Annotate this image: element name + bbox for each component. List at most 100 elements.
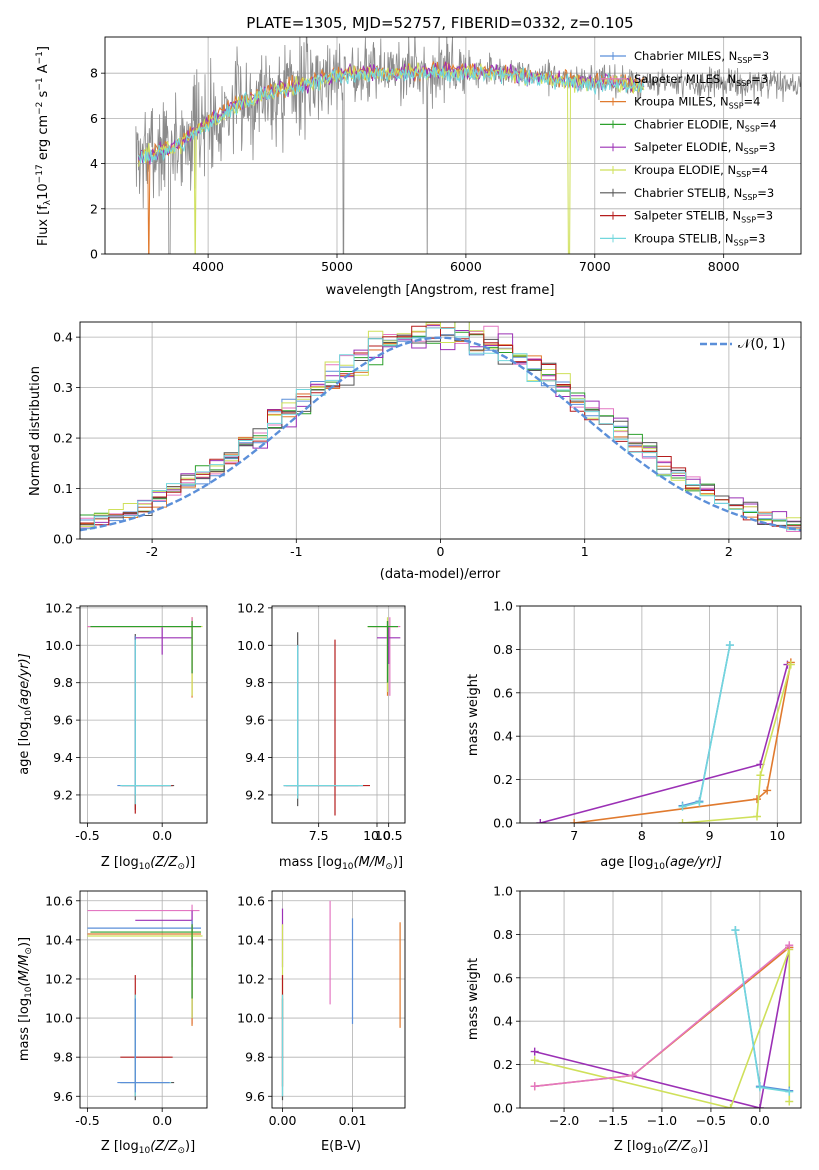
- legend-label-prefix: , N: [728, 140, 744, 154]
- legend-label-eq: =3: [751, 72, 768, 86]
- legend-label-eq: =4: [751, 163, 768, 177]
- legend-label-eq: =3: [749, 231, 766, 245]
- spectrum-y-label-b: 10: [36, 183, 51, 200]
- weight-age-kroupa-elodie-marker: [752, 812, 761, 821]
- legend-label: Salpeter STELIB, NSSP=3: [634, 209, 773, 225]
- mass-vs-ebv-x-label: E(B-V): [321, 1139, 361, 1154]
- x-tick-label: 0.0: [152, 828, 172, 843]
- x-tick-label: −0.5: [696, 1113, 726, 1128]
- y-tick-label: 10.2: [237, 600, 265, 615]
- age-vs-metallicity-y-label: age [log10(age/yr)]: [17, 653, 34, 775]
- axes-frame: [519, 890, 802, 1109]
- x-tick-label: 7000: [579, 259, 611, 274]
- mass-weight-vs-age-panel: 7 8 9 100.00.20.40.60.81.0 age [log10(age/y…: [466, 599, 802, 872]
- legend-label-prefix: , N: [718, 231, 734, 245]
- mass-weight-vs-age-x-label: age [log10(age/yr)]: [600, 855, 722, 872]
- y-tick-label: 9.4: [245, 750, 265, 765]
- mass-weight-vs-metallicity-plot-area: −2.0 −1.5 −1.0 −0.5 0.0 0.0 0.2 0.4 0.6 0.8 1.0: [493, 884, 802, 1128]
- y-tick-label: 9.6: [53, 713, 73, 728]
- y-tick-label: 0.4: [493, 1014, 513, 1029]
- y-tick-label: 0.8: [493, 642, 513, 657]
- x-tick-label: 0.0: [152, 1113, 172, 1128]
- x-tick-label: 7: [570, 828, 578, 843]
- age-vs-metallicity-x-label-c: )]: [185, 855, 195, 870]
- spectrum-y-label-sup2: −2: [35, 102, 45, 115]
- weight-z-kroupa-elodie-line: [534, 949, 791, 1108]
- axes-frame: [104, 36, 802, 255]
- y-tick-label: 2: [90, 201, 98, 216]
- plot-body: [530, 926, 794, 1108]
- spectrum-y-label-sup: −17: [35, 164, 45, 183]
- y-tick-label: 0.2: [493, 1057, 513, 1072]
- y-tick-label: 0.8: [493, 927, 513, 942]
- y-tick-label: 9.6: [245, 1089, 265, 1104]
- y-tick-label: 0.2: [53, 431, 73, 446]
- legend-label-sub: SSP: [742, 193, 757, 202]
- grid-lines: [520, 890, 801, 1109]
- legend-label-model: Salpeter ELODIE: [634, 140, 728, 154]
- y-tick-label: 10.0: [45, 638, 73, 653]
- normal-distribution-curve: [80, 336, 801, 532]
- axes-frame: [271, 605, 406, 824]
- y-tick-label: 10.4: [237, 932, 265, 947]
- spectrum-y-label-sup4: −1: [35, 51, 45, 64]
- y-tick-label: 10.2: [237, 971, 265, 986]
- age-vs-metallicity-x-label-sub: 10: [139, 862, 151, 872]
- weight-z-kroupa-stelib-marker: [755, 1083, 764, 1092]
- mass-vs-ebv-plot-area: 0.00 0.01 9.6 9.8 10.0 10.2 10.4 10.6: [237, 890, 406, 1128]
- weight-z-salpeter-elodie-marker: [755, 1104, 764, 1108]
- age-vs-metallicity-x-label-b: (Z/Z: [150, 855, 178, 870]
- residual-histogram-kroupa-stelib: [80, 327, 801, 531]
- y-tick-label: 0.6: [493, 685, 513, 700]
- weight-z-salpeter-miles-marker: [628, 1071, 637, 1080]
- y-tick-label: 9.4: [53, 750, 73, 765]
- histogram-x-label: (data-model)/error: [380, 567, 501, 582]
- age-vs-metallicity-x-label-sub2: ⊙: [177, 862, 185, 872]
- y-tick-label: 10.0: [237, 638, 265, 653]
- model-spectrum-kroupa-stelib: [138, 64, 645, 165]
- legend-label-sub: SSP: [741, 216, 756, 225]
- weight-age-kroupa-miles-marker: [752, 795, 761, 804]
- mass-weight-vs-age-x-label-a: age [log: [600, 855, 653, 870]
- histogram-legend: 𝒩(0, 1): [700, 337, 785, 352]
- mass-weight-vs-metallicity-panel: −2.0 −1.5 −1.0 −0.5 0.0 0.0 0.2 0.4 0.6 0.8 1.0 Z …: [466, 884, 802, 1156]
- x-tick-label: −1.0: [647, 1113, 677, 1128]
- legend-label-sub: SSP: [744, 147, 759, 156]
- weight-age-kroupa-stelib-marker: [695, 798, 704, 807]
- y-tick-label: 0.6: [493, 970, 513, 985]
- y-tick-label: 0.1: [53, 481, 73, 496]
- mass-weight-vs-metallicity-x-label-sub2: ⊙: [690, 1146, 698, 1156]
- y-tick-label: 10.4: [45, 932, 73, 947]
- spectrum-y-label: Flux [fλ10−17 erg cm−2 s−1 A−1]: [35, 46, 53, 246]
- legend-label: Salpeter MILES, NSSP=3: [634, 72, 768, 88]
- y-tick-label: 10.0: [237, 1011, 265, 1026]
- y-tick-label: 1.0: [493, 599, 513, 614]
- spectrum-y-label-sub: λ: [43, 199, 53, 205]
- legend-label-prefix: , N: [720, 163, 736, 177]
- y-tick-label: 9.8: [53, 1050, 73, 1065]
- model-spectrum-kroupa-miles: [138, 61, 645, 254]
- plot-body: [281, 900, 401, 1101]
- weight-z-kroupa-elodie-marker: [530, 1056, 539, 1065]
- mass-vs-metallicity-y-label-a: mass [log: [17, 998, 32, 1061]
- y-tick-label: 4: [90, 156, 98, 171]
- weight-age-kroupa-elodie-line: [682, 664, 792, 823]
- age-vs-metallicity-plot-area: -0.5 0.0 9.2 9.4 9.6 9.8 10.0 10.2: [45, 600, 208, 843]
- legend-label-model: Salpeter MILES: [634, 72, 720, 86]
- plot-body: [87, 904, 203, 1101]
- normal-legend-label: 𝒩(0, 1): [738, 337, 785, 352]
- y-tick-label: 0: [90, 247, 98, 262]
- age-vs-mass-plot-area: 7.5 10.010.59.29.49.69.810.010.2: [237, 600, 406, 843]
- legend-label-sub: SSP: [729, 102, 744, 111]
- mass-weight-vs-metallicity-x-label-a: Z [log: [614, 1139, 652, 1154]
- weight-z-kroupa-stelib-marker: [731, 926, 740, 935]
- legend-label-prefix: , N: [720, 72, 736, 86]
- y-tick-label: 6: [90, 111, 98, 126]
- x-tick-label: 8: [638, 828, 646, 843]
- legend-label-sub: SSP: [734, 238, 749, 247]
- legend-label-eq: =3: [756, 209, 773, 223]
- plot-body: [536, 641, 795, 823]
- axes-frame: [271, 890, 406, 1109]
